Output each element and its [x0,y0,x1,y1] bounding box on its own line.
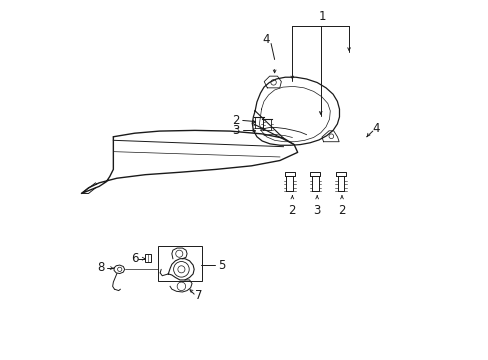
Text: 3: 3 [313,204,320,217]
Text: 2: 2 [288,204,296,217]
Bar [144,254,151,262]
Text: 4: 4 [262,33,269,46]
Text: 2: 2 [338,204,345,217]
Text: 7: 7 [194,289,202,302]
Text: 3: 3 [232,124,239,137]
Bar [157,246,202,281]
Text: 6: 6 [131,252,138,265]
Text: 4: 4 [372,122,379,135]
Text: 2: 2 [232,114,239,127]
Text: 5: 5 [217,258,224,271]
Text: 8: 8 [98,261,105,274]
Text: 1: 1 [318,10,325,23]
